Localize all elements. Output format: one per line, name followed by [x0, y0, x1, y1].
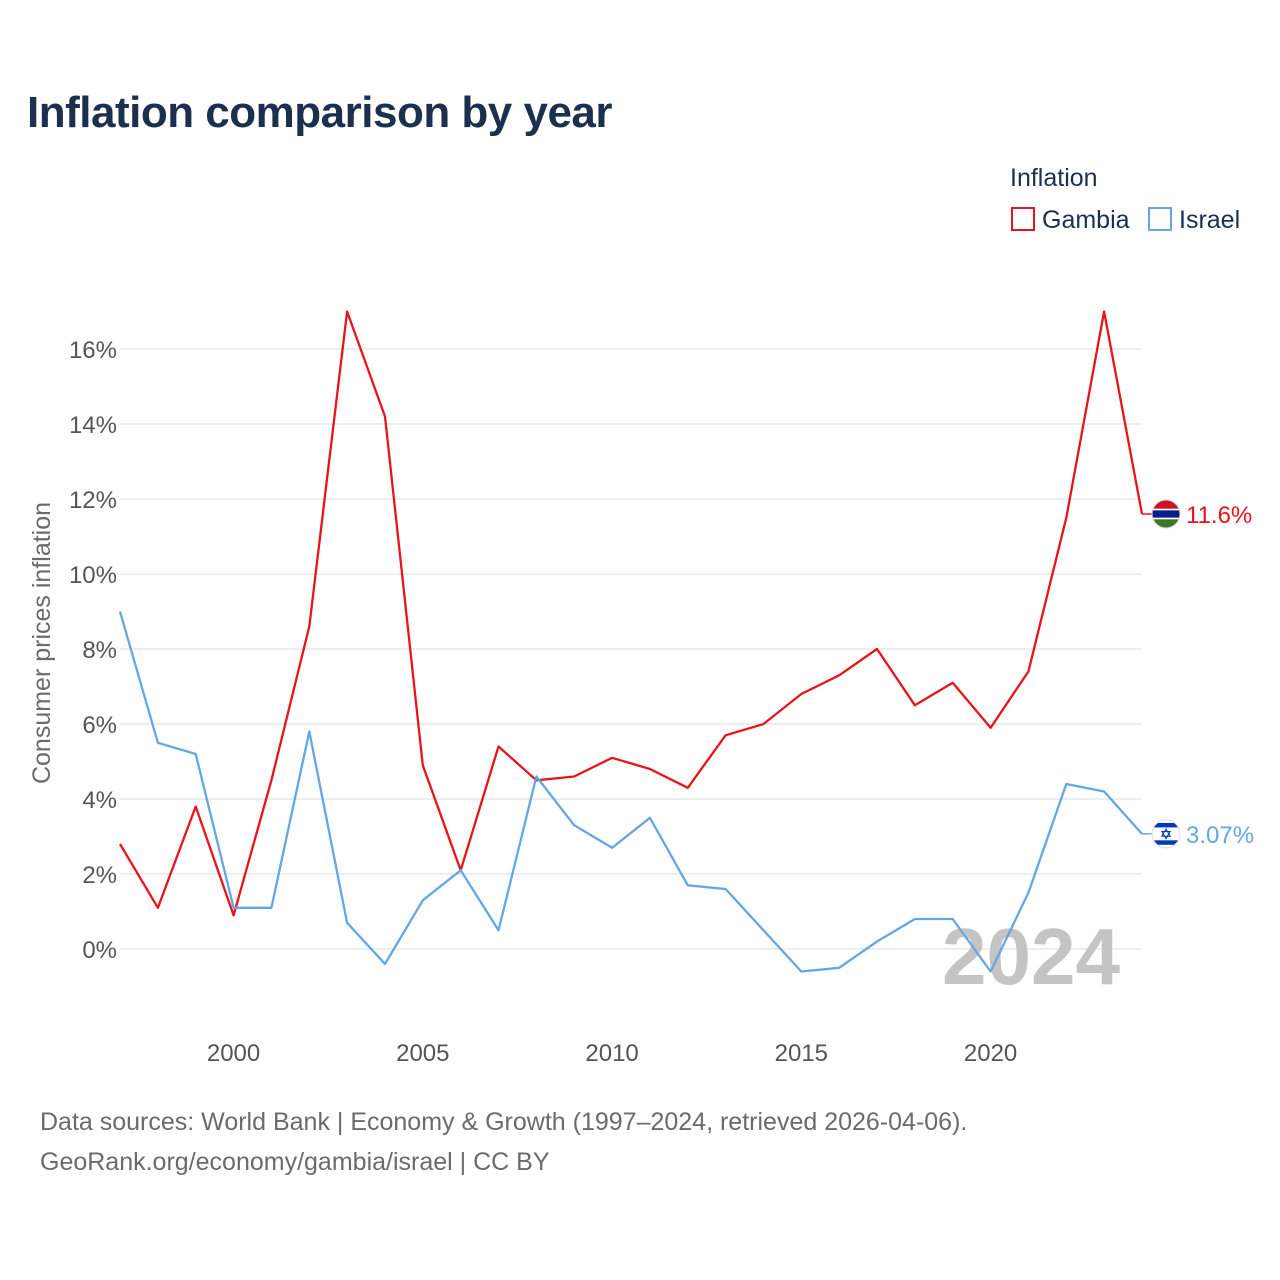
x-tick-label: 2005 — [396, 1040, 449, 1067]
x-tick-label: 2020 — [964, 1040, 1017, 1067]
end-value-label-israel: 3.07% — [1186, 822, 1254, 849]
y-axis-tick-labels: 0% 2% 4% 6% 8% 10% 12% 14% 16% — [69, 337, 117, 964]
y-tick-label: 10% — [69, 562, 117, 589]
x-axis-tick-labels: 2000 2005 2010 2015 2020 — [207, 1040, 1017, 1067]
y-tick-label: 16% — [69, 337, 117, 364]
series-line-gambia[interactable] — [119, 310, 1144, 917]
gambia-flag-icon — [1151, 499, 1181, 529]
y-tick-label: 14% — [69, 412, 117, 439]
y-tick-label: 12% — [69, 487, 117, 514]
legend-title: Inflation — [1010, 164, 1098, 192]
end-value-label-gambia: 11.6% — [1186, 502, 1252, 529]
x-tick-label: 2010 — [585, 1040, 638, 1067]
x-tick-label: 2015 — [775, 1040, 828, 1067]
year-watermark: 2024 — [942, 912, 1120, 1001]
legend: Inflation Gambia Israel — [1010, 164, 1240, 234]
chart-title: Inflation comparison by year — [27, 88, 613, 137]
legend-label-israel[interactable]: Israel — [1179, 206, 1240, 234]
source-url: GeoRank.org/economy/gambia/israel | CC B… — [40, 1148, 550, 1176]
grid-lines — [120, 348, 1142, 950]
series-lines — [118, 310, 1144, 973]
legend-swatch-israel[interactable] — [1148, 207, 1172, 231]
legend-swatch-gambia[interactable] — [1011, 207, 1035, 231]
series-line-israel[interactable] — [118, 611, 1143, 973]
y-tick-label: 0% — [82, 937, 117, 964]
israel-flag-icon — [1151, 819, 1181, 849]
legend-label-gambia[interactable]: Gambia — [1042, 206, 1130, 234]
data-sources-note: Data sources: World Bank | Economy & Gro… — [40, 1108, 968, 1136]
x-tick-label: 2000 — [207, 1040, 260, 1067]
y-tick-label: 8% — [82, 637, 117, 664]
y-tick-label: 4% — [82, 787, 117, 814]
y-tick-label: 6% — [82, 712, 117, 739]
end-markers: 11.6% 3.07% — [1142, 499, 1254, 849]
y-tick-label: 2% — [82, 862, 117, 889]
y-axis-label: Consumer prices inflation — [28, 502, 56, 784]
